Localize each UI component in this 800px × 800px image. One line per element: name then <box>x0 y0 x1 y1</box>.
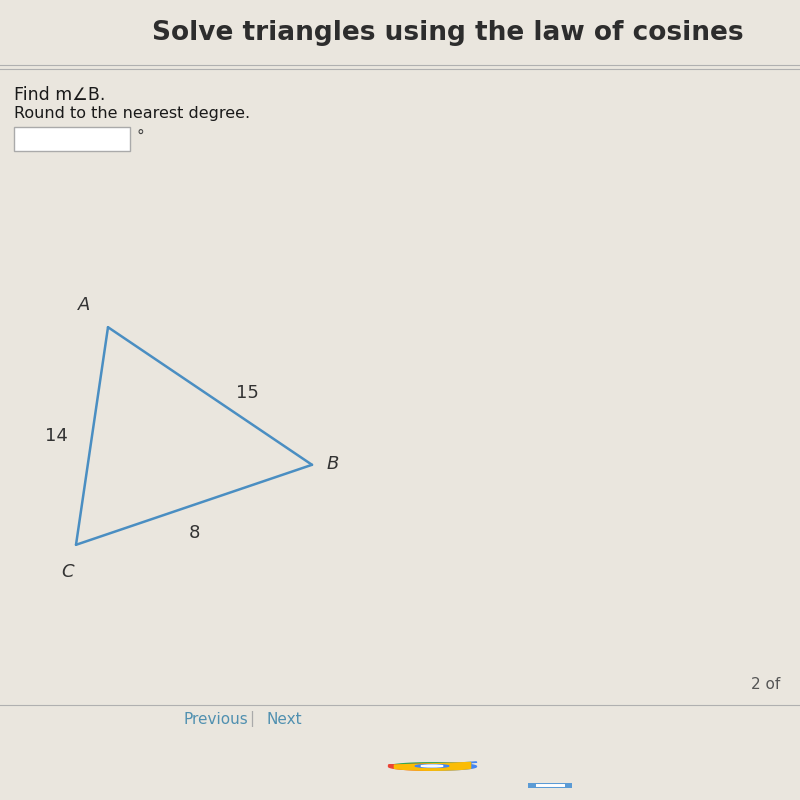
Text: 15: 15 <box>235 384 258 402</box>
Text: 2 of: 2 of <box>750 677 780 692</box>
Text: A: A <box>78 296 90 314</box>
Text: B: B <box>326 454 338 473</box>
Text: C: C <box>62 562 74 581</box>
Text: 8: 8 <box>188 524 200 542</box>
Text: 14: 14 <box>45 427 68 445</box>
Circle shape <box>415 765 449 767</box>
FancyBboxPatch shape <box>14 127 130 151</box>
Text: °: ° <box>137 129 145 144</box>
Text: Previous: Previous <box>184 712 248 726</box>
Circle shape <box>421 765 443 767</box>
Text: Solve triangles using the law of cosines: Solve triangles using the law of cosines <box>152 20 744 46</box>
Text: |: | <box>250 711 254 727</box>
Text: Round to the nearest degree.: Round to the nearest degree. <box>14 106 250 122</box>
FancyBboxPatch shape <box>528 783 572 788</box>
Text: Next: Next <box>266 712 302 726</box>
Text: Find m∠B.: Find m∠B. <box>14 86 106 104</box>
